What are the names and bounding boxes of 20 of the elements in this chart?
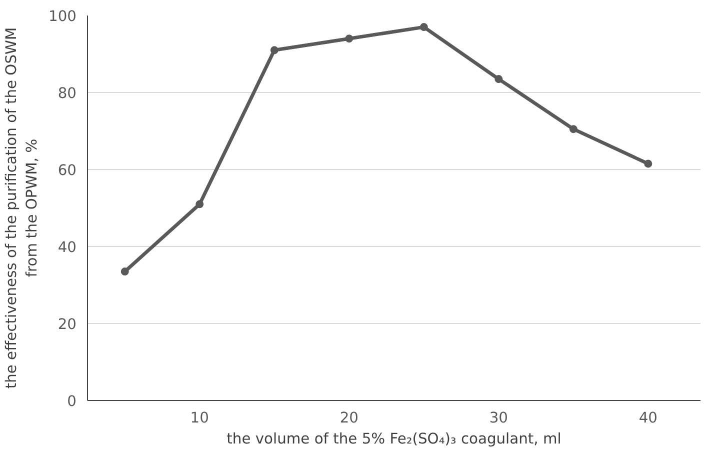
point	[196, 200, 204, 208]
y-tick-label: 100	[48, 8, 77, 25]
x-tick-label: 40	[638, 410, 658, 426]
y-tick-label: 60	[58, 162, 77, 179]
x-axis-title: the volume of the 5% Fe₂(SO₄)₃ coagulant, ml	[226, 430, 562, 448]
x-tick-label: 20	[340, 410, 358, 426]
y-axis-title: the effectiveness of the purification of the OSWM from the OPWM, %	[3, 27, 41, 389]
x-tick-label: 30	[489, 410, 508, 426]
point	[569, 125, 578, 134]
point	[120, 268, 129, 276]
point	[494, 75, 503, 84]
y-tick-label: 40	[58, 239, 77, 256]
point	[270, 46, 278, 54]
y-tick-label: 20	[58, 316, 77, 333]
point	[345, 34, 354, 43]
x-tick-label: 10	[190, 410, 209, 426]
y-tick-label: 80	[58, 85, 77, 102]
point	[420, 23, 428, 32]
y-tick-label: 0	[67, 393, 77, 410]
point	[644, 160, 652, 168]
